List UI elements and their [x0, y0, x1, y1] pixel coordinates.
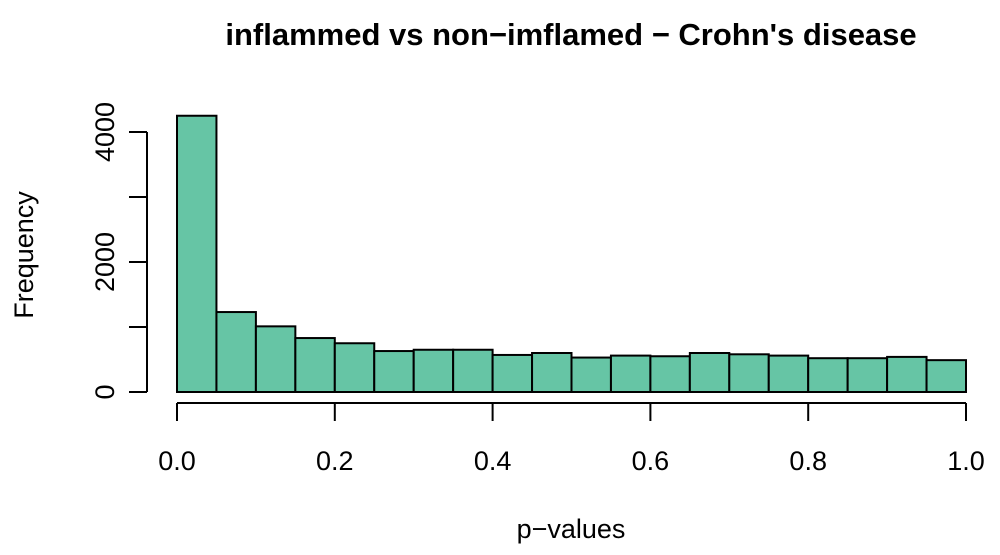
histogram-bar-16 — [807, 357, 849, 394]
histogram-bar-4 — [333, 342, 376, 393]
x-tick-label-2: 0.4 — [474, 446, 512, 476]
x-tick-label-1: 0.2 — [316, 446, 354, 476]
histogram-bar-10 — [570, 356, 612, 393]
x-tick-label-5: 1.0 — [947, 446, 985, 476]
y-axis-label: Frequency — [9, 191, 39, 319]
histogram-bar-1 — [215, 311, 257, 393]
y-tick-label-0: 0 — [90, 384, 120, 399]
x-tick-label-0: 0.0 — [158, 446, 196, 476]
histogram-bar-9 — [531, 352, 573, 393]
y-tick-label-4: 4000 — [90, 102, 120, 162]
chart-title: inflammed vs non−imflamed − Crohn's dise… — [225, 17, 916, 52]
histogram-bar-8 — [491, 353, 534, 394]
histogram-bar-17 — [846, 357, 889, 394]
histogram-bar-12 — [649, 355, 691, 393]
y-tick-label-2: 2000 — [90, 232, 120, 292]
histogram-bar-11 — [609, 354, 652, 394]
histogram-bar-5 — [373, 350, 415, 393]
histogram-bar-18 — [886, 355, 928, 393]
histogram-bar-3 — [294, 337, 336, 393]
histogram-bar-7 — [452, 348, 494, 393]
histogram-bar-6 — [412, 348, 455, 393]
x-axis: 0.0 0.2 0.4 0.6 0.8 1.0 — [158, 402, 985, 476]
x-tick-label-3: 0.6 — [632, 446, 670, 476]
x-axis-label: p−values — [517, 514, 626, 544]
y-axis: 0 2000 4000 — [90, 102, 148, 400]
histogram-bar-15 — [767, 354, 810, 394]
bars-group — [176, 114, 967, 394]
histogram-bar-19 — [925, 359, 967, 393]
histogram-bar-13 — [688, 352, 731, 393]
histogram-bar-14 — [728, 353, 770, 393]
histogram-bar-0 — [176, 114, 218, 393]
histogram-bar-2 — [254, 325, 297, 394]
x-tick-label-4: 0.8 — [789, 446, 827, 476]
